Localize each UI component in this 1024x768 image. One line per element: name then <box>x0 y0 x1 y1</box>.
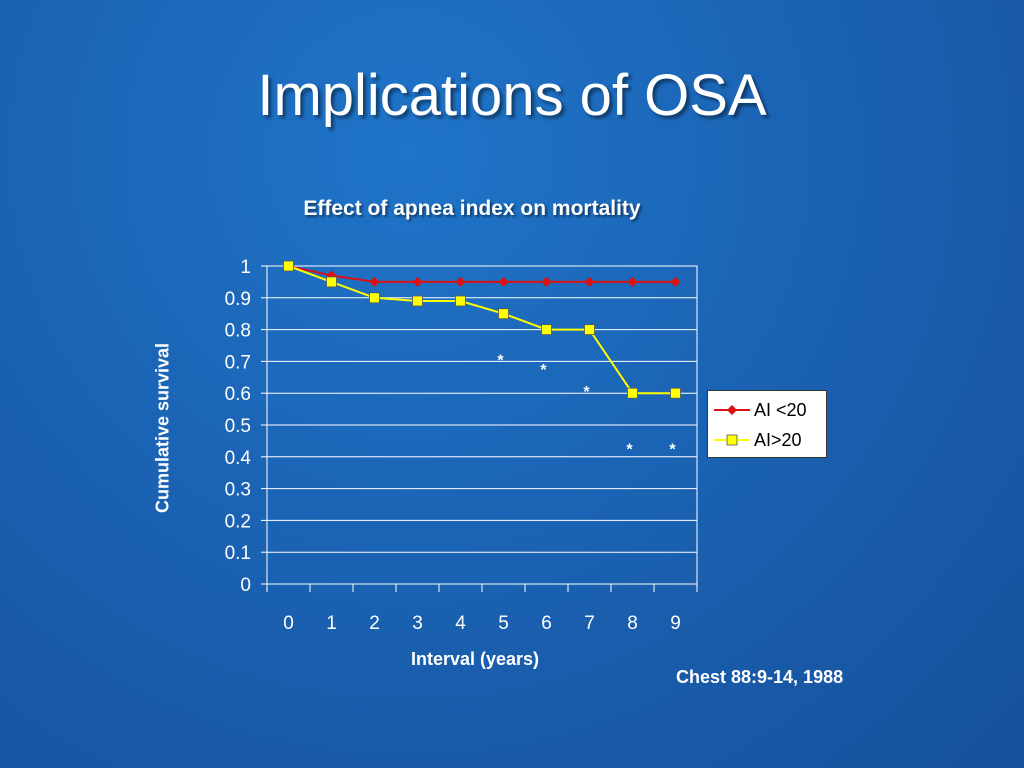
y-tick-label: 0.7 <box>225 352 251 373</box>
data-point <box>584 324 595 336</box>
data-point <box>627 276 638 287</box>
legend-label-ai-lt20: AI <20 <box>754 399 807 420</box>
y-tick-label: 0.6 <box>225 384 251 405</box>
legend-item-ai-lt20: AI <20 <box>714 399 807 421</box>
citation: Chest 88:9-14, 1988 <box>676 667 844 687</box>
y-tick-label: 0.8 <box>225 321 251 342</box>
y-tick-label: 0.3 <box>225 480 251 501</box>
data-point <box>455 276 466 287</box>
data-point <box>498 276 509 287</box>
data-point <box>670 276 681 287</box>
x-tick-label: 1 <box>326 613 337 634</box>
significance-marker: * <box>497 352 504 369</box>
y-tick-label: 0 <box>240 575 251 596</box>
data-point <box>584 276 595 287</box>
x-tick-label: 5 <box>498 613 509 634</box>
data-point <box>455 295 466 307</box>
data-point <box>326 276 337 288</box>
data-point <box>670 387 681 399</box>
x-tick-label: 9 <box>670 613 681 634</box>
data-point <box>498 308 509 320</box>
legend-item-ai-gt20: AI>20 <box>714 429 802 451</box>
x-tick-label: 3 <box>412 613 423 634</box>
x-tick-label: 2 <box>369 613 380 634</box>
series-line-0 <box>288 265 676 283</box>
series-line-1 <box>288 265 676 395</box>
data-point <box>541 324 552 336</box>
legend-swatch-ai-lt20 <box>714 405 750 415</box>
y-tick-label: 0.9 <box>225 289 251 310</box>
data-point <box>412 276 423 287</box>
significance-marker: * <box>626 441 633 458</box>
x-tick-label: 0 <box>283 613 294 634</box>
x-tick-label: 8 <box>627 613 638 634</box>
data-point <box>627 387 638 399</box>
y-tick-label: 0.4 <box>225 448 252 469</box>
legend: AI <20 AI>20 <box>707 390 827 458</box>
x-tick-label: 4 <box>455 613 466 634</box>
chart-title: Effect of apnea index on mortality <box>303 197 641 220</box>
y-tick-label: 0.1 <box>225 543 251 564</box>
data-point <box>412 295 423 307</box>
x-tick-label: 7 <box>584 613 595 634</box>
legend-swatch-ai-gt20 <box>714 434 750 446</box>
x-tick-label: 6 <box>541 613 552 634</box>
data-point <box>541 276 552 287</box>
y-tick-label: 0.2 <box>225 511 251 532</box>
slide-title: Implications of OSA <box>257 63 767 128</box>
significance-marker: * <box>583 384 590 401</box>
data-point <box>369 276 380 287</box>
significance-marker: * <box>669 441 676 458</box>
x-axis-label: Interval (years) <box>410 649 540 669</box>
significance-marker: * <box>540 362 547 379</box>
legend-label-ai-gt20: AI>20 <box>754 429 802 450</box>
y-tick-label: 1 <box>240 257 251 278</box>
y-tick-label: 0.5 <box>225 416 251 437</box>
data-point <box>369 292 380 304</box>
data-point <box>283 260 294 272</box>
